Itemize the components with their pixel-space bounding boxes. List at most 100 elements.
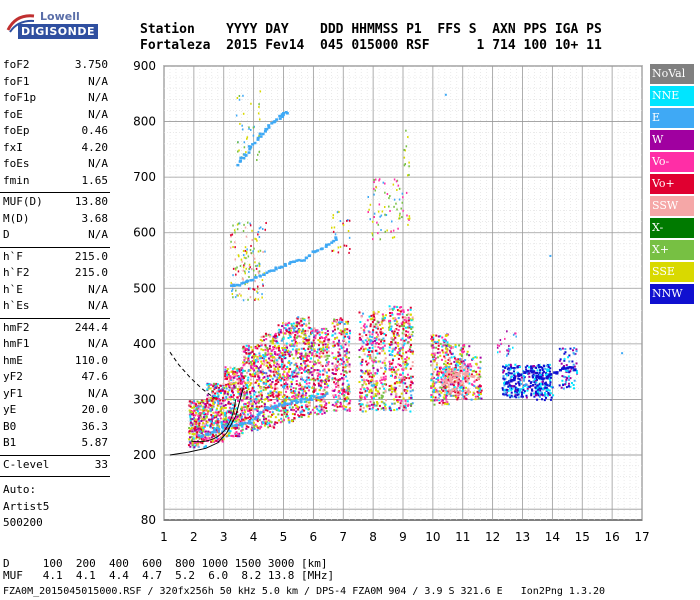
echo-mark: [502, 371, 505, 374]
echo-mark: [308, 386, 311, 389]
echo-mark: [301, 317, 304, 320]
echo-mark: [226, 418, 229, 421]
echo-mark: [361, 391, 364, 394]
echo-mark: [544, 393, 547, 396]
echo-mark: [373, 404, 376, 407]
echo-mark: [410, 394, 413, 397]
echo-mark: [197, 407, 200, 410]
echo-mark: [453, 355, 456, 358]
param-name: h`F: [3, 249, 23, 263]
echo-mark: [221, 439, 224, 442]
echo-mark: [366, 371, 369, 374]
echo-mark: [322, 343, 325, 346]
echo-mark: [391, 236, 394, 239]
echo-mark: [501, 369, 504, 372]
echo-mark: [397, 322, 400, 325]
echo-mark: [317, 339, 320, 342]
echo-mark: [435, 346, 438, 349]
echo-mark: [305, 342, 308, 345]
echo-mark: [260, 387, 263, 390]
echo-mark: [392, 183, 395, 186]
echo-mark: [201, 437, 204, 440]
echo-mark: [463, 344, 466, 347]
echo-mark: [411, 365, 414, 368]
echo-mark: [302, 340, 305, 343]
echo-mark: [244, 283, 246, 286]
echo-mark: [314, 334, 317, 337]
echo-mark: [268, 366, 271, 369]
echo-mark: [210, 420, 213, 423]
echo-mark: [407, 357, 410, 360]
echo-mark: [265, 378, 268, 381]
echo-mark: [215, 439, 218, 442]
echo-mark: [282, 395, 285, 398]
echo-mark: [261, 373, 264, 376]
echo-mark: [345, 400, 348, 403]
echo-mark: [296, 365, 299, 368]
echo-mark: [196, 400, 199, 403]
echo-mark: [255, 398, 258, 401]
echo-mark: [337, 251, 340, 254]
echo-mark: [565, 378, 568, 381]
echo-mark: [190, 439, 193, 442]
echo-mark: [233, 367, 236, 370]
echo-mark: [307, 339, 310, 342]
echo-mark: [388, 322, 391, 325]
param-name: yE: [3, 403, 17, 416]
echo-mark: [396, 320, 399, 323]
echo-mark: [517, 396, 520, 399]
echo-mark: [366, 348, 369, 351]
echo-mark: [237, 150, 239, 153]
echo-mark: [431, 346, 434, 349]
echo-mark: [192, 401, 195, 404]
echo-mark: [295, 394, 298, 397]
echo-mark: [268, 347, 271, 350]
echo-mark: [223, 387, 226, 390]
echo-mark: [243, 360, 246, 363]
echo-mark: [370, 395, 373, 398]
echo-mark: [411, 389, 414, 392]
echo-mark: [378, 397, 381, 400]
echo-mark: [396, 188, 398, 191]
echo-mark: [383, 383, 386, 386]
echo-mark: [212, 414, 215, 417]
echo-mark: [535, 376, 538, 379]
echo-mark: [367, 388, 370, 391]
echo-mark: [524, 383, 527, 386]
echo-mark: [340, 387, 343, 390]
echo-mark: [245, 252, 248, 255]
echo-mark: [540, 383, 543, 386]
echo-mark: [444, 374, 447, 377]
echo-mark: [465, 375, 468, 378]
echo-mark: [394, 322, 397, 325]
echo-mark: [375, 336, 378, 339]
echo-mark: [217, 394, 220, 397]
echo-mark: [278, 373, 281, 376]
echo-mark: [320, 336, 323, 339]
echo-mark: [360, 315, 363, 318]
echo-mark: [277, 368, 280, 371]
echo-mark: [231, 411, 234, 414]
param-row: foEs N/A: [0, 157, 110, 173]
echo-mark: [290, 389, 293, 392]
echo-mark: [406, 326, 409, 329]
echo-mark: [408, 322, 411, 325]
echo-mark: [192, 437, 195, 440]
echo-mark: [245, 425, 248, 428]
echo-mark: [502, 393, 505, 396]
echo-mark: [344, 327, 347, 330]
echo-mark: [292, 420, 295, 423]
echo-mark: [234, 434, 237, 437]
echo-mark: [255, 264, 257, 267]
echo-mark: [342, 378, 345, 381]
echo-mark: [230, 395, 233, 398]
echo-mark: [284, 398, 287, 401]
echo-mark: [461, 397, 464, 400]
echo-mark: [515, 396, 518, 399]
echo-mark: [474, 379, 477, 382]
echo-mark: [347, 391, 350, 394]
echo-mark: [448, 363, 451, 366]
echo-mark: [546, 363, 549, 366]
echo-mark: [223, 406, 226, 409]
echo-mark: [214, 411, 217, 414]
